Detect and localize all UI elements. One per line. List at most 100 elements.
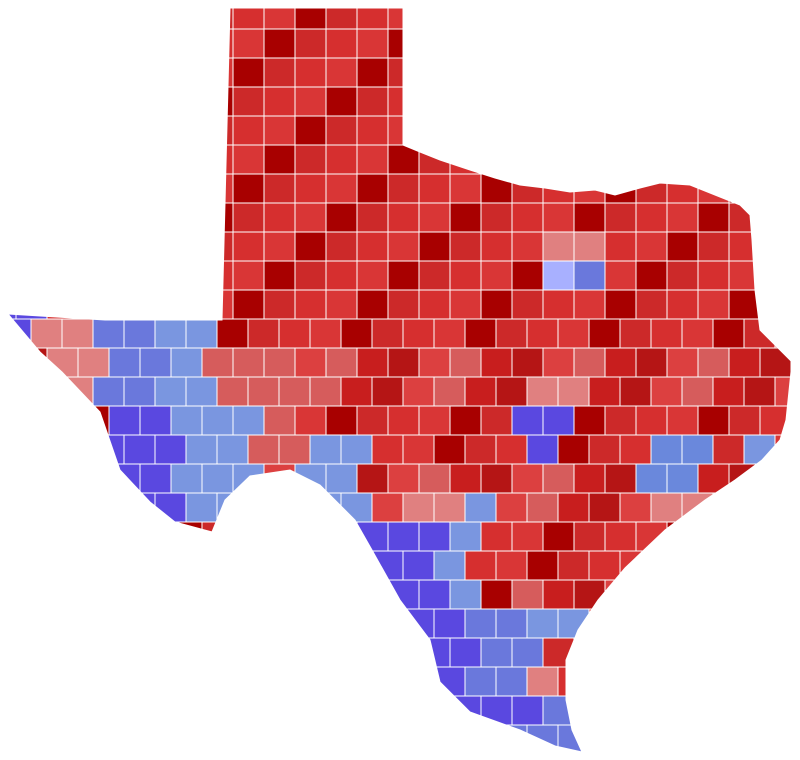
county [759, 347, 792, 378]
county [402, 550, 435, 581]
county [666, 86, 699, 117]
county [635, 28, 668, 59]
county [573, 347, 606, 378]
county [511, 86, 544, 117]
county [635, 8, 668, 30]
county [232, 115, 265, 146]
county [170, 115, 203, 146]
county [557, 666, 590, 697]
county [92, 666, 125, 697]
county [635, 115, 668, 146]
county [635, 173, 668, 204]
county [15, 115, 48, 146]
county [388, 754, 419, 760]
county [108, 521, 141, 552]
county [604, 8, 637, 30]
county [356, 86, 389, 117]
county [511, 289, 544, 320]
county [154, 550, 187, 581]
county [216, 318, 249, 349]
county [480, 521, 513, 552]
county [8, 579, 17, 610]
county [449, 57, 482, 88]
county [495, 608, 528, 639]
county [46, 289, 79, 320]
county [356, 637, 389, 668]
county [15, 28, 48, 59]
county [232, 637, 265, 668]
county [759, 86, 792, 117]
county [681, 550, 714, 581]
county [464, 666, 497, 697]
county [387, 521, 420, 552]
county [418, 463, 451, 494]
county [573, 260, 606, 291]
county [154, 434, 187, 465]
county [604, 405, 637, 436]
county [325, 173, 358, 204]
county [340, 608, 373, 639]
county [402, 608, 435, 639]
county [387, 695, 420, 726]
county [325, 347, 358, 378]
county [511, 231, 544, 262]
county [77, 405, 110, 436]
county [526, 376, 559, 407]
county [573, 463, 606, 494]
county [418, 637, 451, 668]
county [325, 289, 358, 320]
county [294, 695, 327, 726]
county [526, 608, 559, 639]
county [8, 608, 32, 639]
county [15, 202, 48, 233]
county [743, 376, 776, 407]
county [123, 724, 156, 752]
county [139, 231, 172, 262]
county [170, 637, 203, 668]
county [264, 754, 295, 760]
county [790, 115, 792, 146]
county [790, 173, 792, 204]
county [46, 144, 79, 175]
county [387, 347, 420, 378]
county [170, 202, 203, 233]
county [604, 463, 637, 494]
county [557, 608, 590, 639]
county [557, 434, 590, 465]
county [604, 173, 637, 204]
county [728, 260, 761, 291]
county [8, 463, 17, 494]
county [666, 57, 699, 88]
county [697, 405, 730, 436]
county [495, 724, 528, 752]
county [635, 637, 668, 668]
county [728, 347, 761, 378]
county [774, 550, 792, 581]
county [635, 260, 668, 291]
county [8, 405, 17, 436]
county [170, 463, 203, 494]
county [294, 347, 327, 378]
county [356, 521, 389, 552]
county [356, 405, 389, 436]
county [681, 318, 714, 349]
county [278, 724, 311, 752]
county [480, 28, 513, 59]
county [170, 521, 203, 552]
county [201, 463, 234, 494]
county [232, 8, 265, 30]
county [495, 318, 528, 349]
county [449, 8, 482, 30]
county [30, 608, 63, 639]
county [139, 202, 172, 233]
county [387, 231, 420, 262]
county [61, 666, 94, 697]
county [697, 260, 730, 291]
county [681, 666, 714, 697]
county [185, 608, 218, 639]
county [464, 318, 497, 349]
county [666, 405, 699, 436]
county [123, 376, 156, 407]
county [650, 318, 683, 349]
county [263, 405, 296, 436]
